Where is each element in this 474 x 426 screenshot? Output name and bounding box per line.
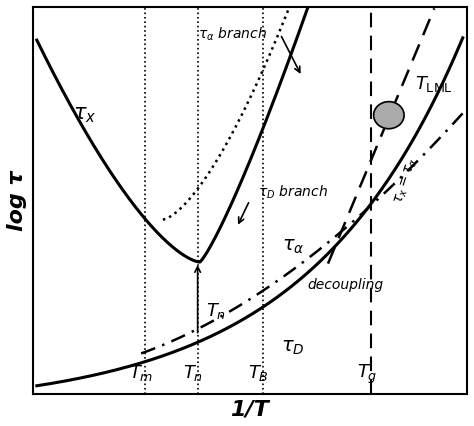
Text: $\tau_D$ branch: $\tau_D$ branch bbox=[258, 184, 328, 201]
Text: $\tau_x$: $\tau_x$ bbox=[73, 105, 96, 125]
Text: $T_B$: $T_B$ bbox=[248, 363, 269, 383]
Text: $T_n$: $T_n$ bbox=[183, 363, 203, 383]
Text: $\tau_x=\tau_\alpha$: $\tau_x=\tau_\alpha$ bbox=[392, 156, 420, 206]
Text: $T_g$: $T_g$ bbox=[357, 363, 377, 386]
Text: $\tau_\alpha$: $\tau_\alpha$ bbox=[282, 237, 304, 256]
Text: $T_n$: $T_n$ bbox=[206, 301, 227, 321]
X-axis label: 1/T: 1/T bbox=[230, 399, 269, 419]
Text: $T_m$: $T_m$ bbox=[129, 363, 154, 383]
Text: $T_{\mathrm{LML}}$: $T_{\mathrm{LML}}$ bbox=[415, 74, 453, 94]
Circle shape bbox=[374, 102, 404, 129]
Y-axis label: log τ: log τ bbox=[7, 170, 27, 230]
Text: $\tau_D$: $\tau_D$ bbox=[282, 338, 305, 357]
Text: $\tau_\alpha$ branch: $\tau_\alpha$ branch bbox=[198, 25, 266, 43]
Text: decoupling: decoupling bbox=[307, 278, 383, 292]
